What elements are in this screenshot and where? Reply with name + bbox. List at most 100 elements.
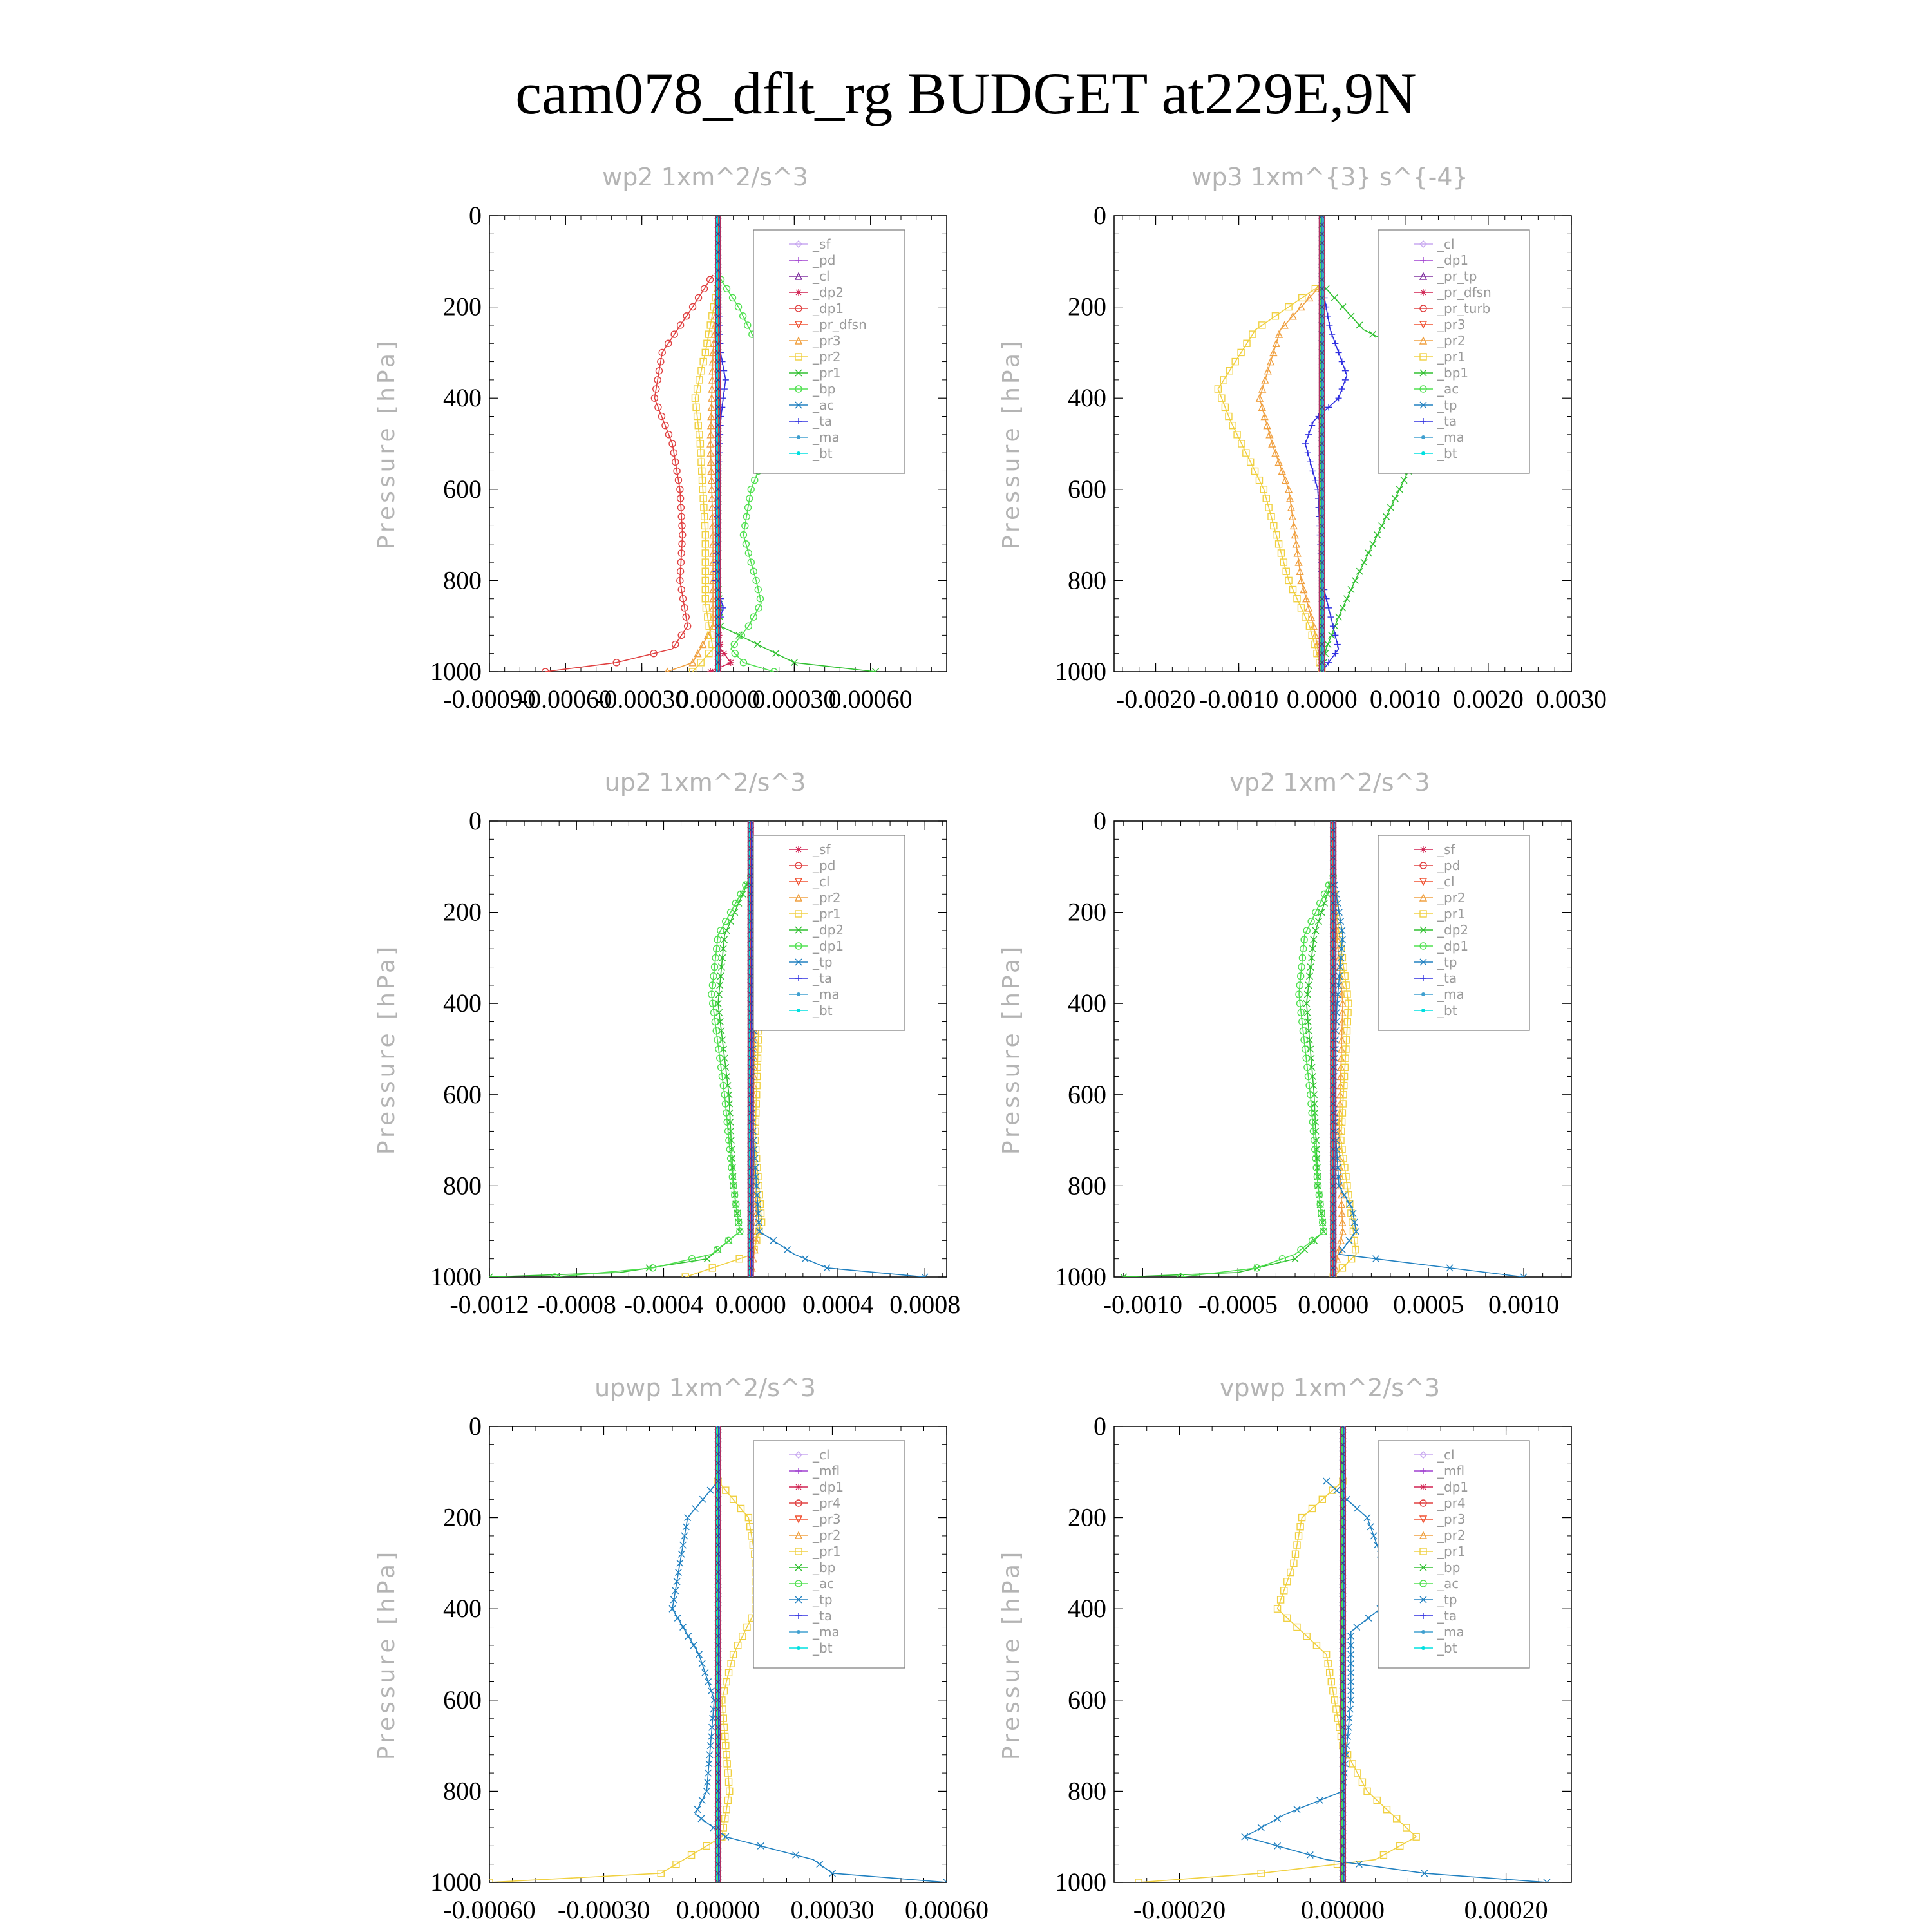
data-point: [1308, 1236, 1316, 1245]
data-point: [714, 999, 722, 1007]
data-point: [717, 1063, 725, 1072]
data-point: [734, 1642, 742, 1649]
data-point: [1296, 981, 1304, 989]
data-point: [722, 376, 729, 383]
data-point: [706, 421, 715, 430]
data-point: [1298, 294, 1306, 302]
legend-marker: [1419, 1499, 1427, 1507]
data-point: [701, 558, 709, 566]
x-tick-label: 0.00060: [905, 1895, 989, 1924]
data-point: [691, 394, 699, 402]
data-point: [1310, 1136, 1318, 1144]
data-point: [1327, 631, 1335, 639]
data-point: [715, 1045, 723, 1053]
data-point: [1135, 1879, 1142, 1882]
legend-marker: [794, 893, 803, 902]
data-point: [744, 549, 753, 557]
data-point: [698, 476, 706, 484]
data-point: [708, 485, 716, 493]
data-point: [706, 439, 715, 448]
data-point: [1293, 595, 1301, 603]
data-point: [672, 1587, 679, 1595]
data-point: [692, 403, 700, 412]
legend-label: _pd: [812, 252, 835, 268]
legend-label: _ma: [1437, 1624, 1464, 1640]
data-point: [1349, 1218, 1356, 1226]
data-point: [708, 585, 717, 594]
data-point: [1229, 421, 1236, 430]
data-point: [724, 1127, 732, 1135]
data-point: [1285, 576, 1293, 585]
data-point: [723, 1109, 730, 1117]
x-tick-label: 0.0010: [1370, 685, 1441, 714]
data-point: [1368, 330, 1376, 338]
x-tick-label: -0.0010: [1103, 1290, 1182, 1319]
data-point: [744, 1513, 753, 1522]
data-point: [1329, 331, 1336, 338]
series-markers-dp1: [542, 276, 714, 672]
data-point: [1403, 1824, 1410, 1832]
data-point: [679, 531, 687, 539]
legend-marker: [794, 272, 803, 280]
data-point: [746, 495, 753, 502]
data-point: [1338, 1008, 1347, 1017]
data-point: [1340, 1081, 1348, 1090]
data-point: [724, 1769, 732, 1777]
data-point: [747, 558, 755, 566]
legend-label: _pr2: [812, 1528, 841, 1543]
data-point: [679, 1624, 687, 1631]
series-line-pr1: [1138, 1481, 1417, 1882]
data-point: [650, 649, 658, 658]
data-point: [670, 330, 678, 338]
data-point: [1349, 1209, 1357, 1217]
y-tick-label: 200: [1068, 1503, 1106, 1532]
data-point: [1342, 981, 1350, 989]
data-point: [1218, 394, 1226, 402]
y-axis-label: Pressure [hPa]: [374, 943, 400, 1155]
legend-label: _ma: [812, 430, 840, 445]
data-point: [1353, 1624, 1361, 1631]
data-point: [721, 1091, 728, 1099]
data-point: [706, 457, 715, 466]
legend-marker: [1419, 336, 1428, 345]
data-point: [713, 1245, 721, 1254]
legend-label: _pr2: [1437, 890, 1466, 905]
data-point: [744, 321, 752, 329]
data-point: [1303, 990, 1311, 998]
data-point: [1310, 936, 1318, 943]
legend-label: _pr4: [1437, 1495, 1466, 1511]
data-point: [739, 659, 748, 667]
series-line-pr1: [489, 1481, 757, 1882]
data-point: [683, 312, 690, 320]
data-point: [726, 1146, 734, 1153]
legend-marker: [1421, 1009, 1425, 1012]
data-point: [700, 504, 708, 511]
data-point: [722, 1833, 730, 1841]
data-point: [1337, 1063, 1345, 1072]
data-point: [700, 285, 708, 292]
data-point: [677, 549, 685, 557]
data-point: [1276, 1596, 1285, 1604]
data-point: [1237, 348, 1245, 357]
panel-title: vp2 1xm^2/s^3: [1229, 768, 1430, 797]
data-point: [721, 1100, 730, 1108]
data-point: [672, 1860, 680, 1868]
data-point: [1372, 1255, 1379, 1263]
data-point: [703, 1842, 710, 1850]
data-point: [722, 1741, 730, 1750]
legend-label: _sf: [1437, 842, 1455, 857]
data-point: [1347, 1660, 1355, 1667]
y-tick-label: 800: [443, 565, 482, 594]
data-point: [1302, 613, 1309, 621]
y-axis-label: Pressure [hPa]: [374, 338, 400, 549]
data-point: [816, 1861, 824, 1868]
data-point: [1297, 604, 1305, 612]
legend-label: _dp1: [812, 1479, 844, 1495]
data-point: [1298, 954, 1307, 962]
data-point: [754, 585, 762, 594]
data-point: [695, 1651, 703, 1658]
data-point: [722, 918, 730, 925]
data-point: [707, 1732, 715, 1740]
x-tick-label: -0.00030: [558, 1895, 650, 1924]
data-point: [1221, 403, 1229, 412]
